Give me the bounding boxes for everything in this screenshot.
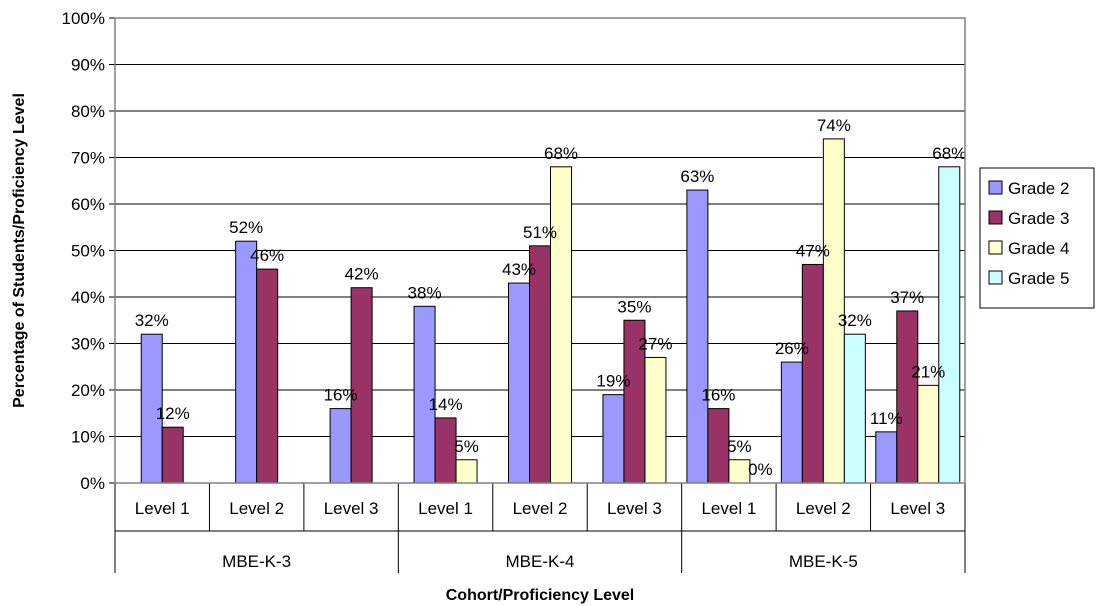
data-label: 68% [932, 144, 966, 163]
data-label: 32% [135, 311, 169, 330]
bar-grade-5 [843, 333, 866, 484]
x-tick-label-level: Level 2 [229, 499, 284, 518]
bar-grade-4 [728, 459, 751, 484]
y-tick-label: 50% [71, 242, 105, 261]
y-tick-label: 60% [71, 195, 105, 214]
data-labels: 32% 12% 52% 46% 16% 42% 38% 14% 5% 43% 51% 68% 19% 35… [135, 116, 967, 479]
legend-label: Grade 3 [1008, 209, 1069, 228]
data-label: 11% [870, 409, 903, 428]
legend: Grade 2 Grade 3 Grade 4 Grade 5 [979, 167, 1095, 309]
x-tick-label-level: Level 1 [701, 499, 756, 518]
data-label: 16% [324, 386, 358, 405]
legend-swatch [988, 240, 1003, 255]
y-axis-title: Percentage of Students/Proficiency Level [11, 93, 28, 408]
bar-grade-4 [550, 166, 572, 484]
data-label: 38% [408, 283, 442, 302]
plot-area-frame [114, 17, 966, 484]
y-tick-label: 20% [71, 381, 105, 400]
y-tick-label: 70% [71, 149, 105, 168]
data-label: 68% [544, 144, 578, 163]
x-tick-label-cohort: MBE-K-3 [222, 552, 291, 571]
data-label: 5% [454, 437, 479, 456]
bar-grade-3 [256, 268, 279, 484]
bar-grade-3 [434, 417, 457, 484]
y-tick-label: 40% [71, 288, 105, 307]
y-tick-label: 100% [62, 9, 105, 28]
x-tick-label-level: Level 3 [607, 499, 662, 518]
data-label: 32% [838, 311, 872, 330]
legend-label: Grade 5 [1008, 269, 1069, 288]
bar-grade-2 [508, 282, 530, 484]
data-label: 37% [890, 288, 924, 307]
data-label: 14% [429, 395, 463, 414]
x-axis: Level 1 Level 2 Level 3 MBE-K-3 Level 1 Level… [114, 483, 966, 573]
y-tick-label: 0% [80, 474, 105, 493]
bar-grade-3 [801, 263, 824, 484]
x-tick-label-level: Level 3 [890, 499, 945, 518]
data-label: 26% [775, 339, 809, 358]
bar-grade-3 [896, 310, 919, 484]
x-axis-title: Cohort/Proficiency Level [446, 587, 635, 604]
bar-grade-3 [161, 426, 184, 484]
bar-grade-2 [875, 431, 898, 484]
data-label: 12% [156, 404, 190, 423]
data-label: 63% [680, 167, 714, 186]
data-label: 43% [502, 260, 536, 279]
x-tick-label-level: Level 2 [513, 499, 568, 518]
x-tick-label-cohort: MBE-K-5 [789, 552, 858, 571]
legend-swatch [988, 180, 1003, 195]
bar-grade-2 [686, 189, 709, 484]
bar-grade-5 [938, 166, 961, 484]
data-label: 35% [617, 297, 651, 316]
data-label: 52% [229, 218, 263, 237]
data-label: 16% [701, 386, 735, 405]
bar-grade-3 [707, 408, 730, 484]
data-label: 5% [727, 437, 752, 456]
bar-grade-2 [780, 361, 803, 484]
y-tick-label: 30% [71, 335, 105, 354]
data-label: 21% [911, 362, 945, 381]
bar-grade-2 [602, 394, 625, 484]
legend-swatch [988, 210, 1003, 225]
x-tick-label-level: Level 2 [796, 499, 851, 518]
legend-label: Grade 4 [1008, 239, 1069, 258]
data-label: 19% [596, 372, 630, 391]
bars [140, 138, 961, 484]
bar-grade-3 [529, 245, 551, 484]
data-label: 0% [748, 460, 773, 479]
y-tick-label: 90% [71, 56, 105, 75]
data-label: 47% [796, 241, 830, 260]
data-label: 51% [523, 223, 557, 242]
bar-grade-2 [235, 240, 258, 484]
y-tick-label: 80% [71, 102, 105, 121]
x-tick-label-level: Level 3 [324, 499, 379, 518]
bar-grade-2 [329, 408, 352, 484]
bar-grade-4 [644, 356, 667, 484]
data-label: 42% [345, 265, 379, 284]
x-tick-label-cohort: MBE-K-4 [506, 552, 575, 571]
data-label: 27% [638, 334, 672, 353]
data-label: 74% [817, 116, 851, 135]
y-tick-label: 10% [71, 428, 105, 447]
legend-label: Grade 2 [1008, 179, 1069, 198]
x-tick-label-level: Level 1 [135, 499, 190, 518]
bar-grade-4 [455, 459, 478, 484]
data-label: 46% [250, 246, 284, 265]
y-axis-ticks: 0% 10% 20% 30% 40% 50% 60% 70% 80% 90% 100% [62, 9, 115, 493]
bar-grade-4 [917, 384, 940, 484]
legend-swatch [988, 270, 1003, 285]
x-tick-label-level: Level 1 [418, 499, 473, 518]
